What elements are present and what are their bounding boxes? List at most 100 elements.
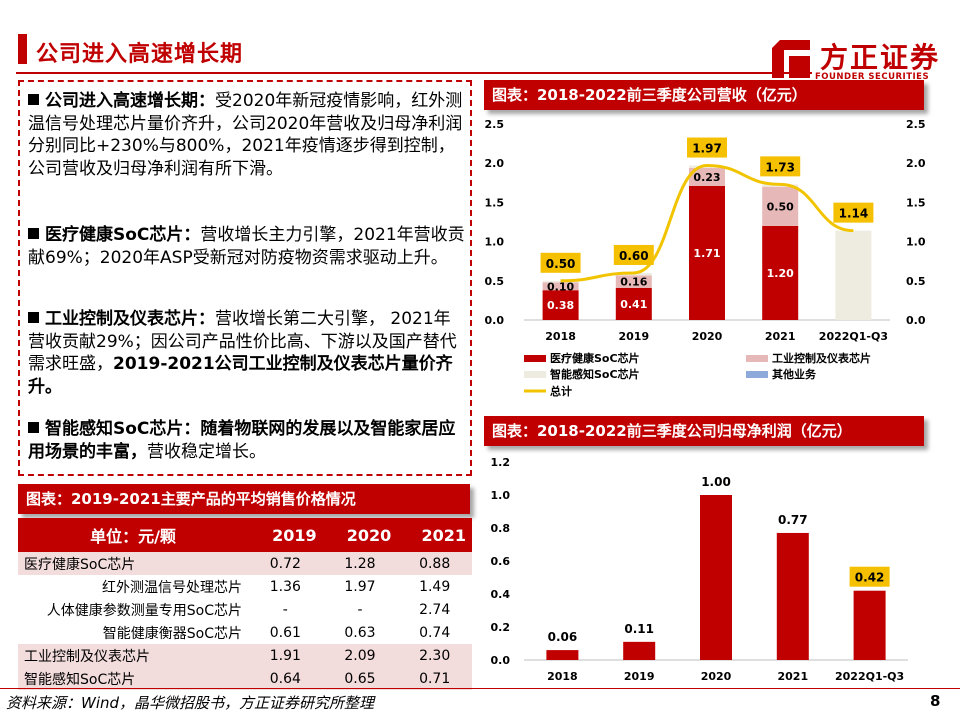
legend-label: 工业控制及仪表芯片 bbox=[772, 351, 871, 365]
page-title: 公司进入高速增长期 bbox=[36, 42, 244, 67]
row-label: 红外测温信号处理芯片 bbox=[102, 579, 242, 596]
bar-segment bbox=[542, 280, 579, 283]
y2-axis-tick-label: 2.5 bbox=[906, 118, 926, 131]
bar-segment bbox=[689, 185, 725, 320]
legend-swatch bbox=[746, 355, 768, 362]
row-label: 智能健康衡器SoC芯片 bbox=[102, 625, 242, 642]
total-label-box bbox=[833, 202, 874, 223]
bullet-medical-soc: 医疗健康SoC芯片：营收增长主力引擎，2021年营收贡献69%；2020年ASP… bbox=[28, 224, 466, 269]
cell-2021: 0.74 bbox=[419, 624, 451, 641]
total-label-box bbox=[687, 137, 727, 158]
profit-bar bbox=[700, 495, 732, 660]
total-label-box bbox=[613, 244, 654, 265]
table-row: 智能健康衡器SoC芯片 0.61 0.63 0.74 bbox=[18, 621, 472, 644]
logo-text-en: FOUNDER SECURITIES bbox=[815, 72, 930, 82]
bar-data-label: 0.11 bbox=[624, 622, 654, 636]
table-row: 医疗健康SoC芯片 0.72 1.28 0.88 bbox=[18, 552, 472, 575]
bullet-heading: 工业控制及仪表芯片： bbox=[45, 309, 215, 329]
x-axis-tick-label: 2020 bbox=[701, 670, 732, 683]
segment-data-label: 1.20 bbox=[767, 267, 794, 280]
source-note: 资料来源：Wind，晶华微招股书，方正证券研究所整理 bbox=[6, 694, 375, 712]
row-label: 智能感知SoC芯片 bbox=[18, 667, 248, 690]
legend-label: 医疗健康SoC芯片 bbox=[550, 351, 640, 365]
bullet-smart-sensing: 智能感知SoC芯片：随着物联网的发展以及智能家居应用场景的丰富，营收稳定增长。 bbox=[28, 418, 466, 463]
legend-swatch bbox=[524, 371, 546, 378]
segment-data-label: 0.10 bbox=[547, 280, 574, 293]
cell-2019: - bbox=[282, 601, 288, 618]
x-axis-tick-label: 2019 bbox=[624, 670, 655, 683]
cell-2019: 1.36 bbox=[269, 578, 301, 595]
cell-2019: 0.72 bbox=[248, 552, 323, 575]
bullet-body: 营收稳定增长。 bbox=[147, 441, 266, 462]
segment-data-label: 0.41 bbox=[620, 298, 647, 311]
bullet-industrial-chip: 工业控制及仪表芯片：营收增长第二大引擎， 2021年营收贡献29%；因公司产品性… bbox=[28, 308, 466, 398]
cell-2021: 2.74 bbox=[419, 601, 451, 618]
x-axis-tick-label: 2021 bbox=[777, 670, 808, 683]
bullet-square-icon bbox=[28, 312, 39, 323]
legend-label: 智能感知SoC芯片 bbox=[550, 367, 640, 381]
table-header-2019: 2019 bbox=[248, 518, 323, 552]
y-axis-tick-label: 1.5 bbox=[485, 196, 505, 209]
legend-label: 总计 bbox=[550, 384, 572, 398]
bullet-heading: 医疗健康SoC芯片： bbox=[45, 225, 201, 245]
y-axis-tick-label: 0.5 bbox=[485, 275, 505, 288]
total-data-label: 1.97 bbox=[692, 142, 722, 156]
page-number: 8 bbox=[930, 692, 941, 710]
bar-segment bbox=[615, 275, 652, 288]
bar-segment bbox=[689, 167, 725, 186]
revenue-chart-title: 图表：2018-2022前三季度公司营收（亿元） bbox=[484, 80, 924, 110]
segment-data-label: 1.71 bbox=[693, 247, 720, 260]
y-axis-tick-label: 0.0 bbox=[491, 654, 511, 667]
bar-segment bbox=[542, 290, 579, 320]
table-row: 工业控制及仪表芯片 1.91 2.09 2.30 bbox=[18, 644, 472, 667]
total-label-box bbox=[540, 252, 581, 273]
table-header-unit: 单位：元/颗 bbox=[18, 518, 248, 552]
header-divider bbox=[16, 72, 812, 74]
bar-segment bbox=[762, 225, 799, 320]
total-data-label: 1.14 bbox=[839, 207, 869, 221]
total-data-label: 0.50 bbox=[546, 257, 576, 271]
legend-label: 其他业务 bbox=[772, 367, 817, 381]
x-axis-tick-label: 2022Q1-Q3 bbox=[819, 330, 888, 343]
y-axis-tick-label: 0.2 bbox=[491, 621, 511, 634]
y2-axis-tick-label: 2.0 bbox=[906, 157, 926, 170]
segment-data-label: 0.38 bbox=[547, 299, 574, 312]
x-axis-tick-label: 2018 bbox=[547, 670, 578, 683]
bar-segment bbox=[542, 282, 579, 291]
total-line-series bbox=[560, 164, 854, 283]
bar-data-label: 0.42 bbox=[855, 571, 885, 585]
bullet-square-icon bbox=[28, 422, 39, 433]
y-axis-tick-label: 0.6 bbox=[491, 555, 511, 568]
cell-2020: 2.09 bbox=[322, 644, 398, 667]
founder-logo-icon bbox=[772, 40, 810, 78]
bar-segment bbox=[835, 230, 872, 320]
cell-2021: 2.30 bbox=[397, 644, 472, 667]
summary-textbox: 公司进入高速增长期：受2020年新冠疫情影响，红外测温信号处理芯片量价齐升，公司… bbox=[18, 80, 472, 476]
y-axis-tick-label: 0.4 bbox=[491, 588, 511, 601]
y2-axis-tick-label: 1.5 bbox=[906, 196, 926, 209]
x-axis-tick-label: 2018 bbox=[545, 330, 576, 343]
cell-2019: 0.61 bbox=[269, 624, 301, 641]
total-data-label: 0.60 bbox=[619, 249, 649, 263]
logo-text-cn: 方正证券 bbox=[820, 41, 941, 74]
bullet-square-icon bbox=[28, 94, 39, 105]
bar-data-label: 0.77 bbox=[778, 513, 808, 527]
cell-2021: 0.71 bbox=[397, 667, 472, 690]
row-label: 工业控制及仪表芯片 bbox=[18, 644, 248, 667]
total-data-label: 1.73 bbox=[765, 160, 795, 174]
y-axis-tick-label: 2.5 bbox=[485, 118, 505, 131]
data-label-box bbox=[849, 566, 890, 587]
bullet-body: 营收增长第二大引擎， 2021年营收贡献29%；因公司产品性价比高、下游以及国产… bbox=[28, 309, 457, 374]
segment-data-label: 0.50 bbox=[767, 200, 794, 213]
segment-data-label: 0.23 bbox=[693, 171, 720, 184]
bullet-heading: 智能感知SoC芯片：随着物联网的发展以及智能家居应用场景的丰富， bbox=[28, 419, 456, 462]
y2-axis-tick-label: 1.0 bbox=[906, 236, 926, 249]
bar-data-label: 1.00 bbox=[701, 475, 731, 489]
cell-2020: - bbox=[357, 601, 363, 618]
table-header-2020: 2020 bbox=[322, 518, 398, 552]
bullet-body: 受2020年新冠疫情影响，红外测温信号处理芯片量价齐升，公司2020年营收及归母… bbox=[28, 91, 463, 179]
table-row: 人体健康参数测量专用SoC芯片 - - 2.74 bbox=[18, 598, 472, 621]
bullet-bold-tail: 2019-2021公司工业控制及仪表芯片量价齐升。 bbox=[28, 354, 453, 397]
bar-segment bbox=[762, 186, 799, 226]
x-axis-tick-label: 2020 bbox=[692, 330, 723, 343]
